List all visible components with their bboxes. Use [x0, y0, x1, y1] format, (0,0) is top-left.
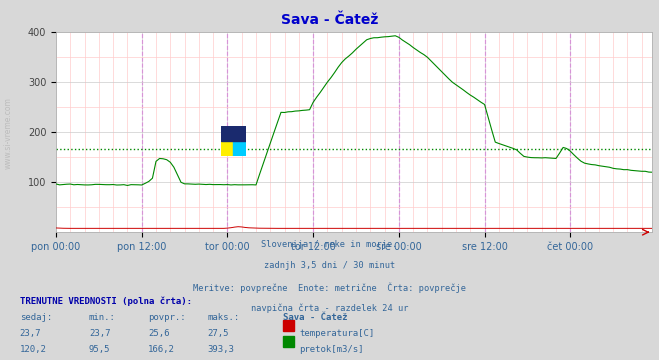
Text: navpična črta - razdelek 24 ur: navpična črta - razdelek 24 ur — [251, 303, 408, 312]
Text: Sava - Čatež: Sava - Čatež — [283, 313, 348, 322]
Bar — [221, 126, 246, 141]
Text: 166,2: 166,2 — [148, 345, 175, 354]
Text: 120,2: 120,2 — [20, 345, 47, 354]
Text: povpr.:: povpr.: — [148, 313, 186, 322]
Text: pretok[m3/s]: pretok[m3/s] — [299, 345, 364, 354]
Text: 95,5: 95,5 — [89, 345, 111, 354]
Text: TRENUTNE VREDNOSTI (polna črta):: TRENUTNE VREDNOSTI (polna črta): — [20, 297, 192, 306]
Text: zadnjh 3,5 dni / 30 minut: zadnjh 3,5 dni / 30 minut — [264, 261, 395, 270]
Text: maks.:: maks.: — [208, 313, 240, 322]
Bar — [233, 141, 246, 157]
Text: Slovenija / reke in morje.: Slovenija / reke in morje. — [261, 240, 398, 249]
Text: 25,6: 25,6 — [148, 329, 170, 338]
Bar — [221, 141, 233, 157]
Text: 27,5: 27,5 — [208, 329, 229, 338]
Text: Sava - Čatež: Sava - Čatež — [281, 13, 378, 27]
Text: 393,3: 393,3 — [208, 345, 235, 354]
Text: 23,7: 23,7 — [89, 329, 111, 338]
Text: temperatura[C]: temperatura[C] — [299, 329, 374, 338]
Text: Meritve: povprečne  Enote: metrične  Črta: povprečje: Meritve: povprečne Enote: metrične Črta:… — [193, 282, 466, 293]
Text: 23,7: 23,7 — [20, 329, 42, 338]
Text: www.si-vreme.com: www.si-vreme.com — [4, 97, 13, 169]
Text: min.:: min.: — [89, 313, 116, 322]
Text: sedaj:: sedaj: — [20, 313, 52, 322]
